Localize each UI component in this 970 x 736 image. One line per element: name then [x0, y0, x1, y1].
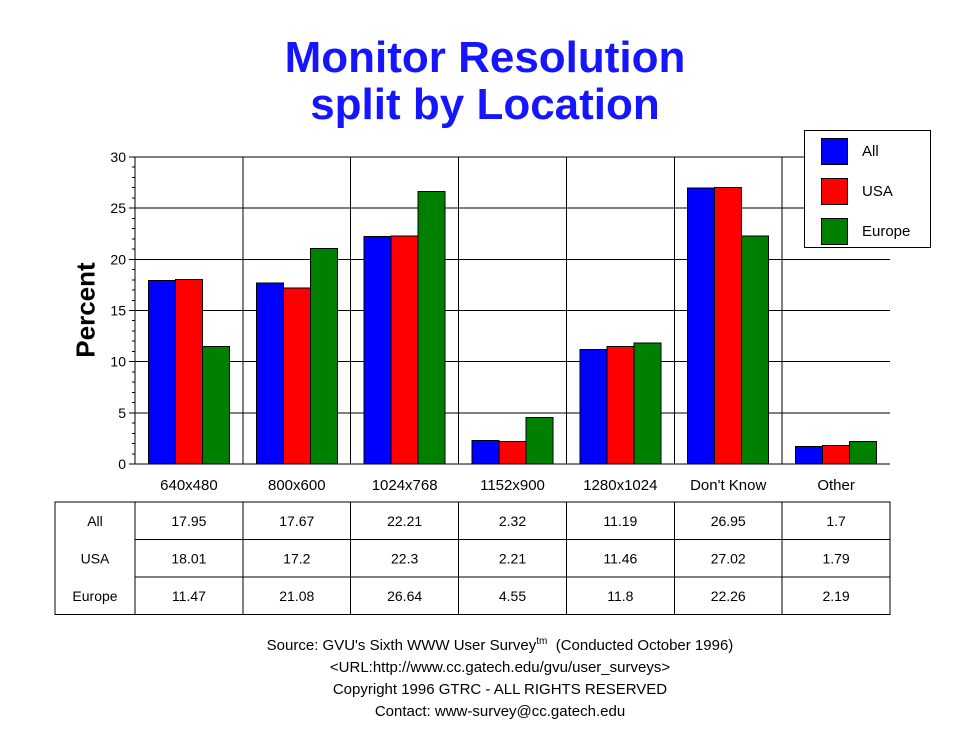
y-tick-label: 30: [110, 149, 126, 165]
chart-title: Monitor Resolution split by Location: [0, 34, 970, 128]
table-cell-value: 17.2: [283, 550, 310, 566]
x-tick-label: Don't Know: [690, 477, 766, 494]
bar-europe: [417, 190, 446, 465]
bar-all: [579, 348, 608, 465]
bar-usa: [714, 186, 743, 465]
table-row-label: Europe: [72, 588, 117, 604]
bar-usa: [498, 440, 527, 465]
x-tick-label: 1280x1024: [583, 477, 657, 494]
bar-all: [147, 279, 176, 465]
bar-europe: [201, 346, 230, 465]
table-cell-value: 22.21: [387, 513, 422, 529]
survey-date: (Conducted October 1996): [547, 637, 734, 654]
data-table-border: [54, 501, 891, 615]
table-row-label: USA: [81, 550, 110, 566]
table-cell-value: 22.3: [391, 550, 418, 566]
table-cell-value: 11.46: [603, 550, 637, 566]
y-tick-label: 10: [110, 354, 126, 370]
bar-europe: [741, 235, 770, 465]
table-cell-value: 1.79: [822, 550, 849, 566]
table-cell-value: 11.8: [607, 588, 633, 604]
table-cell-value: 2.19: [822, 588, 849, 604]
y-tick-label: 5: [118, 405, 126, 421]
legend-label-usa: USA: [862, 182, 893, 200]
source-url: <URL:http://www.cc.gatech.edu/gvu/user_s…: [329, 659, 671, 676]
bar-usa: [822, 445, 851, 465]
legend-label-europe: Europe: [862, 222, 911, 240]
copyright-text: Copyright 1996 GTRC - ALL RIGHTS RESERVE…: [332, 681, 668, 698]
chart-title-line2: split by Location: [310, 80, 660, 129]
table-cell-value: 26.95: [711, 513, 746, 529]
table-cell-value: 27.02: [711, 550, 746, 566]
x-tick-label: 1024x768: [372, 477, 438, 494]
x-tick-label: 1152x900: [480, 477, 545, 494]
trademark-sup: tm: [536, 636, 548, 647]
legend-swatch-usa: [821, 177, 848, 205]
chart-title-line1: Monitor Resolution: [284, 33, 686, 82]
bar-usa: [282, 287, 311, 465]
table-cell-value: 22.26: [711, 588, 746, 604]
bar-europe: [525, 416, 554, 465]
x-tick-label: 640x480: [160, 477, 218, 494]
table-cell-value: 1.7: [826, 513, 846, 529]
x-tick-label: 800x600: [268, 477, 326, 494]
table-cell-value: 18.01: [171, 550, 206, 566]
table-cell-value: 4.55: [499, 588, 526, 604]
contact-text: Contact: www-survey@cc.gatech.edu: [374, 703, 626, 720]
x-tick-label: Other: [817, 477, 855, 494]
table-cell-value: 21.08: [279, 588, 314, 604]
bar-all: [363, 236, 392, 465]
legend-swatch-europe: [821, 217, 848, 245]
source-text: Source: GVU's Sixth WWW User Survey: [266, 637, 537, 654]
y-tick-label: 15: [110, 303, 126, 319]
legend: All USA Europe: [804, 130, 931, 248]
bar-all: [471, 439, 500, 465]
bar-europe: [309, 247, 338, 465]
table-cell-value: 17.95: [171, 513, 206, 529]
bar-europe: [633, 342, 662, 465]
table-cell-value: 11.19: [603, 513, 637, 529]
table-cell-value: 2.32: [499, 513, 526, 529]
y-axis-label: Percent: [70, 262, 101, 358]
bar-usa: [174, 279, 203, 465]
table-cell-value: 17.67: [279, 513, 314, 529]
bar-europe: [849, 441, 878, 465]
bar-usa: [606, 346, 635, 465]
table-cell-value: 11.47: [172, 588, 206, 604]
legend-item-usa: USA: [821, 177, 893, 205]
bar-all: [255, 282, 284, 465]
table-cell-value: 26.64: [387, 588, 422, 604]
legend-label-all: All: [862, 142, 879, 160]
bar-usa: [390, 235, 419, 465]
bar-all: [795, 446, 824, 465]
table-row-label: All: [87, 513, 103, 529]
table-cell-value: 2.21: [499, 550, 526, 566]
bar-all: [687, 187, 716, 465]
y-tick-label: 0: [118, 456, 126, 472]
legend-swatch-all: [821, 137, 848, 165]
legend-item-all: All: [821, 137, 879, 165]
source-line-1: Source: GVU's Sixth WWW User Surveytm (C…: [0, 631, 970, 657]
legend-item-europe: Europe: [821, 217, 910, 245]
source-footer: Source: GVU's Sixth WWW User Surveytm (C…: [0, 631, 970, 723]
y-tick-label: 25: [110, 200, 126, 216]
chart-area: 0 5 10 15 20 25 30 640x480 800x600 1024x768 1152x9…: [54, 149, 891, 615]
y-tick-label: 20: [110, 251, 126, 267]
